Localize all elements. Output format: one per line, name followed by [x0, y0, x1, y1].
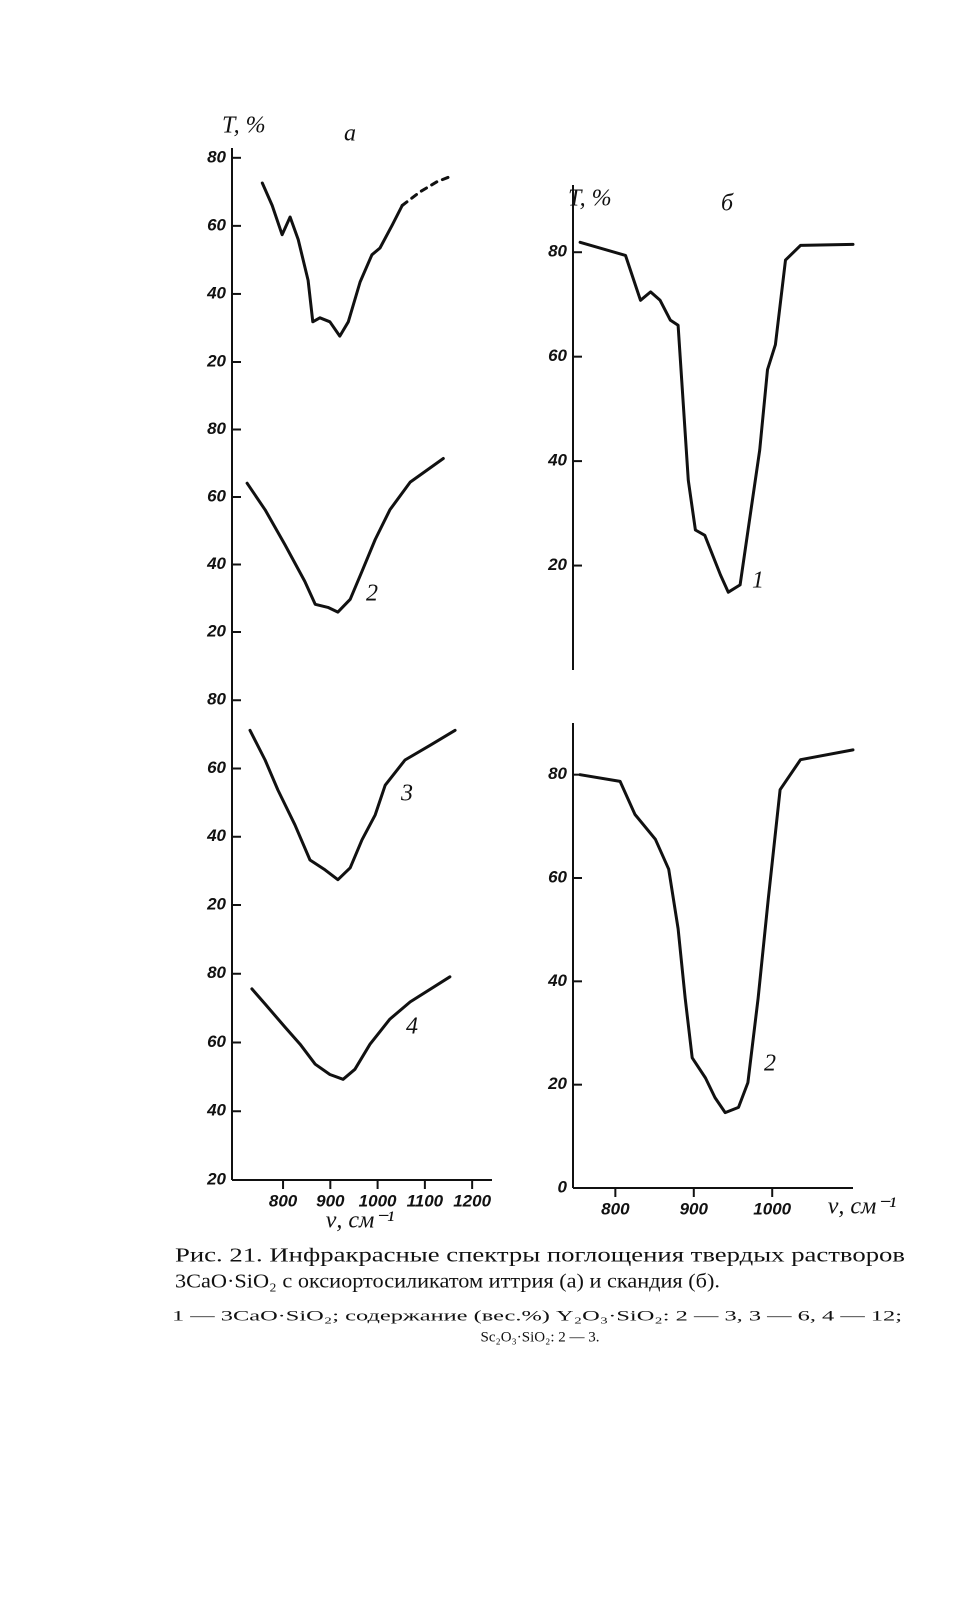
panel-title: б [721, 191, 734, 217]
x-tick-label: 900 [316, 1191, 345, 1210]
y-tick-label: 80 [548, 242, 567, 261]
x-tick-label: 900 [680, 1199, 709, 1218]
y-tick-label: 80 [548, 764, 567, 783]
y-tick-label: 60 [207, 1032, 226, 1051]
y-tick-label: 80 [207, 963, 226, 982]
note-line: 1 — 3CaO·SiO₂; содержание (вес.%) Y₂O₃·S… [172, 1308, 902, 1324]
curve-label: 2 [366, 581, 378, 607]
y-tick-label: 60 [548, 867, 567, 886]
spectrum-line [578, 748, 855, 1115]
y-tick-label: 40 [547, 971, 567, 990]
x-axis-label: ν, см⁻¹ [828, 1194, 896, 1220]
y-tick-label: 60 [207, 486, 226, 505]
panel-title: а [344, 121, 356, 147]
curve-label: 2 [764, 1051, 776, 1077]
y-tick-label: 40 [206, 283, 226, 302]
y-tick-label: 80 [207, 419, 226, 438]
spectrum-line [400, 174, 454, 207]
y-tick-label: 60 [207, 215, 226, 234]
y-axis-label: T, % [568, 186, 612, 212]
x-tick-label: 1100 [407, 1191, 444, 1210]
caption-line: Рис. 21. Инфракрасные спектры поглощения… [175, 1245, 905, 1267]
x-tick-label: 800 [269, 1191, 298, 1210]
y-tick-label: 20 [206, 351, 226, 370]
x-tick-label: 1000 [359, 1191, 397, 1210]
y-tick-label: 20 [206, 894, 226, 913]
curve-label: 3 [400, 781, 413, 807]
x-axis-label: ν, см⁻¹ [326, 1208, 394, 1234]
x-tick-label: 1200 [453, 1191, 491, 1210]
y-axis-label: T, % [222, 113, 266, 139]
y-tick-label: 60 [548, 346, 567, 365]
spectrum-line [248, 728, 457, 882]
y-tick-label: 60 [207, 758, 226, 777]
y-tick-label: 80 [207, 147, 226, 166]
x-tick-label: 800 [601, 1199, 630, 1218]
caption-line: 3CaO·SiO₂ с оксиортосиликатом иттрия (а)… [175, 1271, 720, 1293]
y-tick-label: 40 [206, 826, 226, 845]
y-tick-label: 40 [547, 451, 567, 470]
y-tick-label: 20 [547, 1074, 567, 1093]
spectrum-line [578, 240, 855, 594]
y-tick-label: 20 [206, 1169, 226, 1188]
curve-label: 1 [752, 568, 764, 594]
y-tick-label: 40 [206, 1101, 226, 1120]
curve-label: 4 [406, 1014, 418, 1040]
y-tick-label: 40 [206, 554, 226, 573]
y-tick-label: 80 [207, 690, 226, 709]
y-tick-label: 0 [558, 1177, 568, 1196]
spectrum-line [260, 181, 404, 338]
spectrum-line [245, 457, 445, 614]
note-line: Sc₂O₃·SiO₂: 2 — 3. [480, 1329, 599, 1345]
y-tick-label: 20 [547, 555, 567, 574]
spectrum-line [250, 975, 452, 1081]
y-tick-label: 20 [206, 621, 226, 640]
x-tick-label: 1000 [753, 1199, 791, 1218]
